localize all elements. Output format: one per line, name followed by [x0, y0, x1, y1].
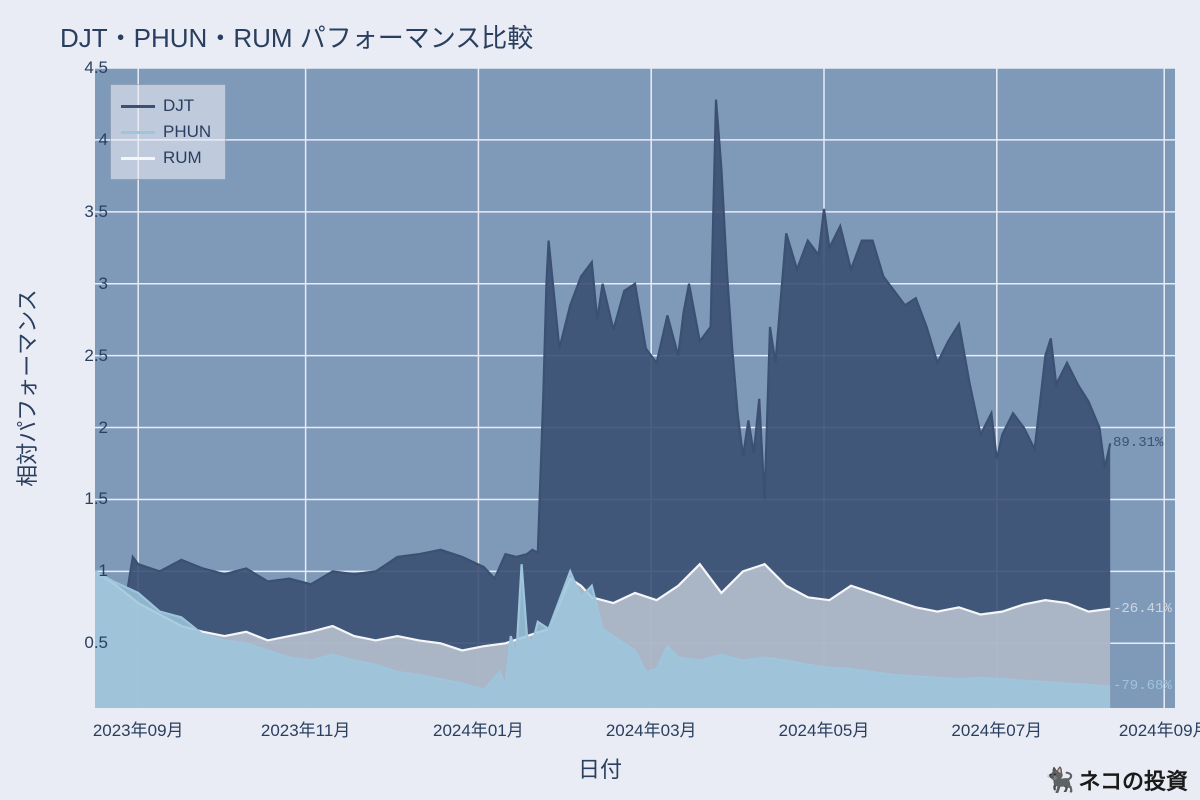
legend-swatch [121, 105, 155, 108]
legend-swatch [121, 157, 155, 160]
watermark-text: ネコの投資 [1078, 764, 1188, 796]
y-tick-label: 0.5 [48, 633, 108, 653]
legend-item[interactable]: DJT [121, 93, 211, 119]
x-axis-label: 日付 [578, 752, 622, 784]
y-tick-label: 2 [48, 418, 108, 438]
cat-icon: 🐈‍⬛ [1045, 766, 1075, 795]
chart-title: DJT・PHUN・RUM パフォーマンス比較 [60, 18, 533, 55]
legend-item[interactable]: PHUN [121, 119, 211, 145]
y-tick-label: 3.5 [48, 202, 108, 222]
x-tick-label: 2024年05月 [779, 716, 870, 741]
y-tick-label: 1 [48, 561, 108, 581]
series-svg [95, 68, 1175, 708]
legend-item[interactable]: RUM [121, 145, 211, 171]
y-tick-label: 3 [48, 274, 108, 294]
x-tick-label: 2023年09月 [93, 716, 184, 741]
series-end-label: -26.41% [1113, 601, 1172, 617]
x-tick-label: 2023年11月 [261, 716, 350, 741]
legend-label: RUM [163, 148, 202, 168]
series-end-label: 89.31% [1113, 435, 1163, 451]
y-tick-label: 1.5 [48, 489, 108, 509]
y-tick-label: 4 [48, 130, 108, 150]
y-tick-label: 2.5 [48, 346, 108, 366]
legend-label: PHUN [163, 122, 211, 142]
x-tick-label: 2024年07月 [951, 716, 1042, 741]
legend: DJT PHUN RUM [110, 84, 226, 180]
legend-label: DJT [163, 96, 194, 116]
watermark: 🐈‍⬛ ネコの投資 [1045, 764, 1188, 796]
plot-area [95, 68, 1175, 708]
x-tick-label: 2024年01月 [433, 716, 524, 741]
y-tick-label: 4.5 [48, 58, 108, 78]
series-end-label: -79.68% [1113, 678, 1172, 694]
x-tick-label: 2024年09月 [1119, 716, 1200, 741]
legend-swatch [121, 131, 155, 134]
x-tick-label: 2024年03月 [606, 716, 697, 741]
y-axis-label: 相対パフォーマンス [10, 289, 42, 487]
